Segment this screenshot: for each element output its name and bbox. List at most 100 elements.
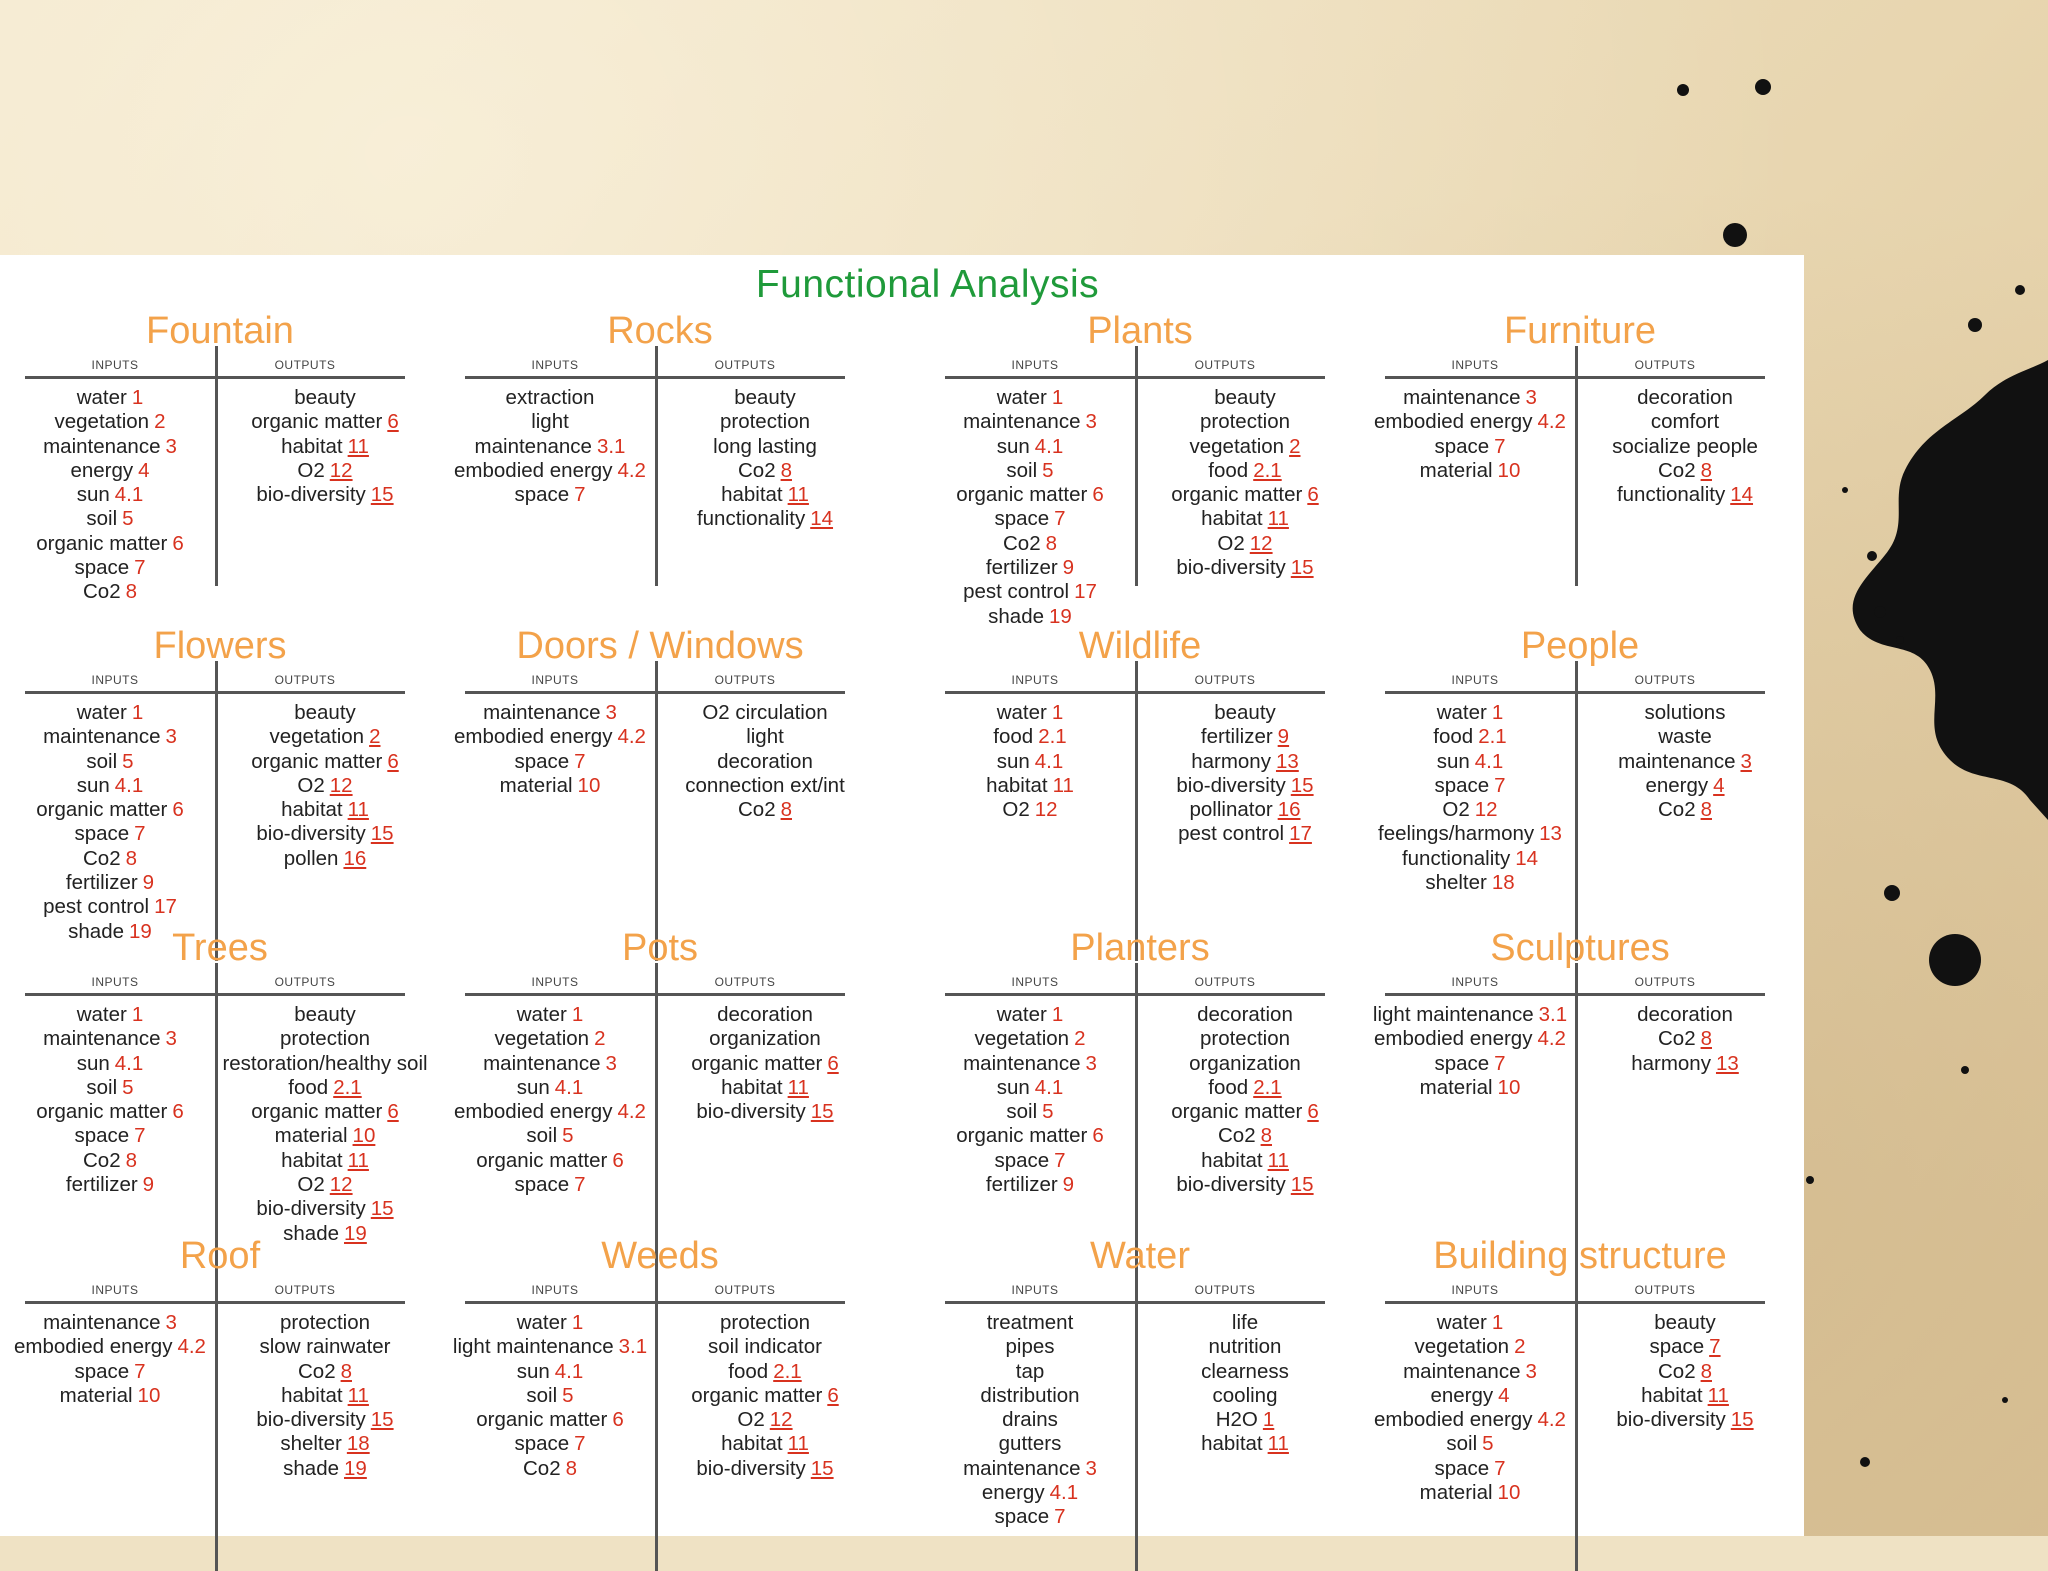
list-item: light — [660, 725, 870, 749]
list-item: organic matter 6 — [5, 798, 215, 822]
item-code: 3 — [605, 701, 617, 724]
item-code: 8 — [780, 458, 792, 482]
section-title: Sculptures — [1490, 927, 1670, 969]
list-item: sun 4.1 — [1365, 750, 1575, 774]
list-item: space 7 — [925, 507, 1135, 531]
list-item: decoration — [1140, 1003, 1350, 1027]
item-code: 7 — [1494, 434, 1506, 458]
item-code: 4.1 — [1034, 434, 1064, 458]
section-title: Doors / Windows — [516, 625, 804, 667]
outputs-list: beauty organic matter 6 habitat 11 O2 12 bio-di… — [220, 386, 430, 507]
item-code: 6 — [1092, 483, 1104, 507]
list-item: shade 19 — [220, 1457, 430, 1481]
list-item: habitat 11 — [220, 435, 430, 459]
item-code: 2.1 — [1253, 458, 1282, 482]
item-label: soil indicator — [708, 1335, 822, 1359]
list-item: distribution — [925, 1384, 1135, 1408]
item-label: habitat — [281, 798, 343, 822]
list-item: soil 5 — [5, 1076, 215, 1100]
outputs-list: decoration organization organic matter 6 hab… — [660, 1003, 870, 1124]
item-label: waste — [1658, 725, 1712, 749]
item-label: bio-diversity — [1176, 773, 1286, 797]
item-code: 12 — [329, 458, 353, 482]
outputs-header: OUTPUTS — [1634, 1283, 1696, 1297]
section-trees: Trees INPUTS OUTPUTS water 1 maintenance 3 sun 4… — [15, 927, 428, 1273]
item-label: organic matter — [691, 1383, 823, 1407]
list-item: light maintenance 3.1 — [445, 1335, 655, 1359]
list-item: soil 5 — [5, 507, 215, 531]
list-item: organic matter 6 — [660, 1052, 870, 1076]
item-code: 2 — [154, 410, 166, 434]
list-item: Co2 8 — [1580, 1360, 1790, 1384]
list-item: Co2 8 — [1580, 1027, 1790, 1051]
item-label: bio-diversity — [1176, 1173, 1286, 1197]
item-label: O2 — [1217, 531, 1245, 555]
item-label: organic matter — [251, 410, 383, 434]
item-label: O2 — [297, 1173, 325, 1197]
column-divider — [1575, 1271, 1578, 1571]
list-item: space 7 — [1365, 1052, 1575, 1076]
item-code: 17 — [1289, 822, 1312, 846]
inputs-header: INPUTS — [91, 975, 139, 989]
item-label: beauty — [294, 386, 356, 409]
item-code: 15 — [370, 1408, 394, 1432]
item-code: 17 — [154, 895, 177, 919]
item-label: food — [1208, 458, 1249, 482]
list-item: food 2.1 — [925, 725, 1135, 749]
item-label: vegetation — [54, 410, 150, 434]
list-item: space 7 — [5, 1360, 215, 1384]
list-item: sun 4.1 — [5, 774, 215, 798]
list-item: water 1 — [445, 1003, 655, 1027]
item-code: 6 — [1092, 1124, 1104, 1148]
item-code: 7 — [1494, 773, 1506, 797]
item-code: 8 — [1260, 1124, 1272, 1148]
column-divider — [1135, 963, 1138, 1273]
item-label: space — [994, 507, 1050, 531]
list-item: sun 4.1 — [925, 750, 1135, 774]
section-water: Water INPUTS OUTPUTS treatment pipes tap distr… — [935, 1235, 1345, 1571]
list-item: protection — [220, 1311, 430, 1335]
item-code: 3.1 — [1538, 1003, 1568, 1026]
item-label: space — [1434, 1051, 1490, 1075]
item-label: Co2 — [82, 846, 121, 870]
list-item: maintenance 3 — [5, 725, 215, 749]
outputs-list: protection slow rainwater Co2 8 habitat 11 bio… — [220, 1311, 430, 1481]
item-label: embodied energy — [14, 1335, 173, 1359]
outputs-header: OUTPUTS — [1194, 975, 1256, 989]
item-label: functionality — [1616, 483, 1726, 507]
item-code: 3 — [1740, 749, 1752, 773]
item-label: space — [74, 822, 130, 846]
outputs-list: beauty vegetation 2 organic matter 6 O2 12 habi… — [220, 701, 430, 871]
item-label: organic matter — [956, 1124, 1088, 1148]
item-label: space — [74, 1124, 130, 1148]
item-label: organic matter — [1171, 483, 1303, 507]
item-label: bio-diversity — [256, 1408, 366, 1432]
item-label: maintenance — [963, 1051, 1081, 1075]
item-code: 3 — [1525, 1359, 1537, 1383]
item-code: 11 — [787, 483, 809, 507]
item-label: Co2 — [737, 458, 776, 482]
list-item: organic matter 6 — [925, 1124, 1135, 1148]
item-label: organic matter — [36, 798, 168, 822]
section-title: Roof — [179, 1235, 261, 1277]
list-item: embodied energy 4.2 — [445, 1100, 655, 1124]
list-item: material 10 — [445, 774, 655, 798]
list-item: food 2.1 — [1140, 1076, 1350, 1100]
column-divider — [655, 661, 658, 961]
list-item: habitat 11 — [1580, 1384, 1790, 1408]
list-item: space 7 — [445, 1432, 655, 1456]
list-item: sun 4.1 — [445, 1076, 655, 1100]
list-item: beauty — [1140, 701, 1350, 725]
item-code: 8 — [1700, 1027, 1712, 1051]
item-label: maintenance — [963, 1456, 1081, 1480]
list-item: habitat 11 — [660, 483, 870, 507]
item-code: 4.2 — [1537, 1408, 1566, 1432]
section-rocks: Rocks INPUTS OUTPUTS extraction light mainten… — [454, 310, 865, 586]
item-code: 4.1 — [114, 773, 144, 797]
item-code: 16 — [343, 846, 367, 870]
item-label: organic matter — [691, 1051, 823, 1075]
list-item: bio-diversity 15 — [220, 1408, 430, 1432]
list-item: bio-diversity 15 — [1580, 1408, 1790, 1432]
list-item: maintenance 3 — [925, 410, 1135, 434]
item-label: restoration/healthy soil — [222, 1051, 428, 1075]
